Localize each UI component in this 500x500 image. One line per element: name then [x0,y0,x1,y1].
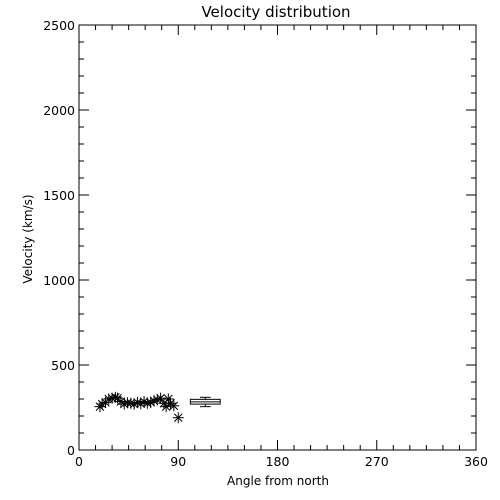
plot-area [78,24,477,451]
x-axis-label: Angle from north [227,474,329,488]
x-tick-label: 180 [266,454,290,469]
x-tick-label: 0 [75,454,83,469]
y-tick-label: 1500 [43,188,75,203]
data-point [96,398,108,410]
data-points [94,391,184,424]
data-point [162,393,174,405]
data-point [172,412,184,424]
x-tick-label: 270 [365,454,389,469]
y-axis-label: Velocity (km/s) [21,194,35,283]
data-point [165,397,177,409]
x-tick-label: 360 [464,454,488,469]
data-point [155,392,167,404]
y-tick-label: 500 [51,358,75,373]
x-tick-label: 90 [170,454,186,469]
y-tick-label: 1000 [43,273,75,288]
y-tick-label: 2500 [43,18,75,33]
y-tick-label: 2000 [43,103,75,118]
axis-ticks [78,24,477,451]
chart-title: Velocity distribution [201,3,350,21]
tick-labels: 0 90 180 270 360 0 500 1000 1500 2000 2500 [43,18,488,469]
box-plot [189,396,221,408]
y-tick-label: 0 [67,443,75,458]
data-point [168,400,180,412]
